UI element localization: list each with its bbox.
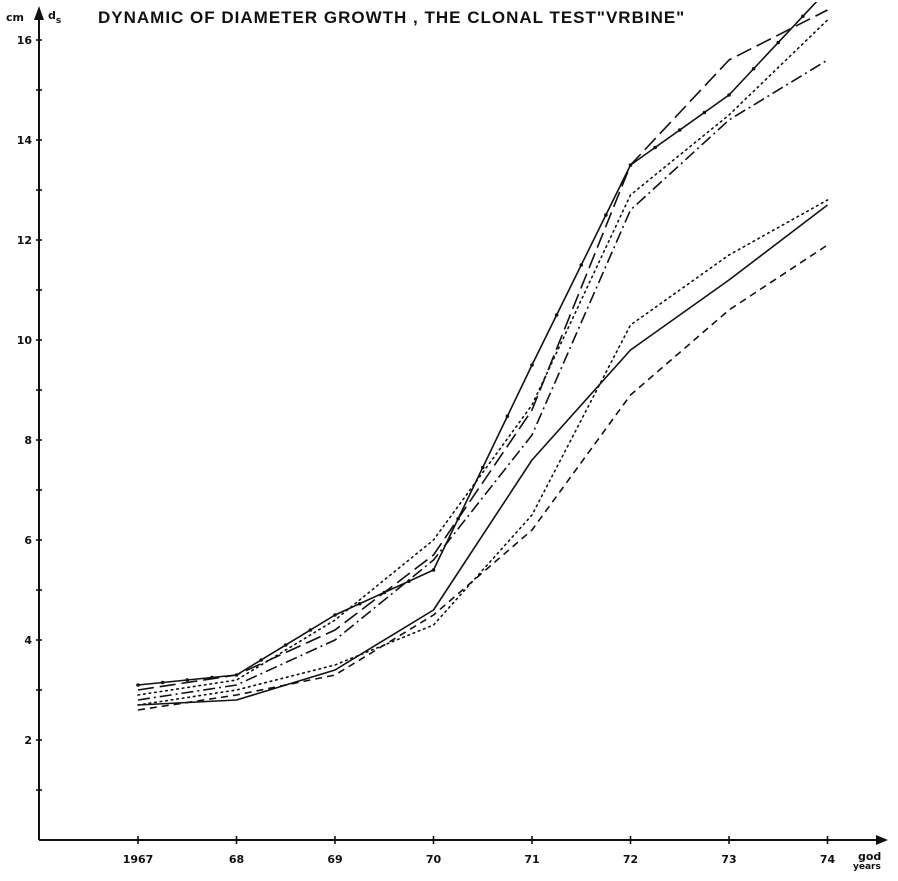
y-tick-label: 8 — [24, 434, 32, 447]
x-tick-label: 73 — [721, 853, 736, 866]
data-point — [702, 110, 707, 115]
x-tick-label: 74 — [820, 853, 836, 866]
data-point — [776, 40, 781, 45]
series-line-4 — [137, 59, 828, 701]
data-point — [480, 465, 485, 470]
x-tick-label: 68 — [229, 853, 244, 866]
data-point — [431, 568, 436, 572]
data-point — [283, 643, 288, 647]
x-tick-label: 70 — [426, 853, 442, 866]
series-line-1 — [137, 2, 818, 686]
data-point — [333, 613, 337, 617]
data-point — [801, 14, 805, 19]
data-point — [530, 363, 534, 367]
y-tick-label: 4 — [24, 634, 32, 647]
data-point — [653, 145, 657, 150]
chart-title: DYNAMIC OF DIAMETER GROWTH , THE CLONAL … — [98, 8, 685, 27]
series-7 — [137, 244, 828, 711]
y-axis-arrow — [34, 6, 44, 20]
series-line-6 — [137, 204, 828, 706]
series-line-7 — [137, 244, 828, 711]
data-point — [505, 414, 510, 419]
y-axis-label: ds — [48, 9, 61, 26]
y-axis-label-subscript: s — [56, 16, 61, 26]
x-tick-label: 72 — [623, 853, 638, 866]
x-axis-ticks: 1967 68 69 70 71 72 73 74 — [123, 836, 836, 866]
x-tick-label: 69 — [327, 853, 342, 866]
series-3 — [137, 19, 829, 696]
series-group — [136, 2, 829, 711]
y-tick-label: 16 — [17, 34, 33, 47]
y-tick-label: 12 — [17, 234, 32, 247]
x-axis-label-line1: god — [858, 850, 881, 863]
y-axis-unit: cm — [6, 11, 24, 24]
x-tick-label: 1967 — [123, 853, 154, 866]
data-point — [160, 680, 165, 685]
y-tick-label: 6 — [24, 534, 32, 547]
data-point — [579, 263, 584, 267]
series-2 — [137, 9, 828, 691]
y-tick-label: 2 — [24, 734, 32, 747]
data-point — [751, 66, 756, 71]
x-axis-label-line2: years — [853, 862, 881, 872]
series-6 — [137, 204, 828, 706]
data-point — [727, 93, 731, 97]
data-point — [604, 213, 608, 217]
data-point — [677, 128, 682, 132]
data-point — [554, 313, 559, 317]
series-5 — [137, 199, 829, 706]
series-line-3 — [137, 19, 829, 696]
series-line-5 — [137, 199, 829, 706]
y-tick-label: 14 — [17, 134, 33, 147]
series-4 — [137, 59, 828, 701]
series-line-2 — [137, 9, 828, 691]
axes — [34, 6, 888, 845]
data-point — [308, 628, 313, 632]
y-axis-ticks: 2 4 6 8 10 12 14 16 — [17, 34, 42, 791]
x-tick-label: 71 — [524, 853, 539, 866]
series-1 — [136, 2, 818, 687]
data-point — [259, 658, 263, 662]
x-axis-arrow — [876, 835, 888, 845]
data-point — [357, 601, 362, 606]
data-point — [185, 678, 190, 682]
data-point — [136, 683, 140, 687]
y-tick-label: 10 — [17, 334, 33, 347]
